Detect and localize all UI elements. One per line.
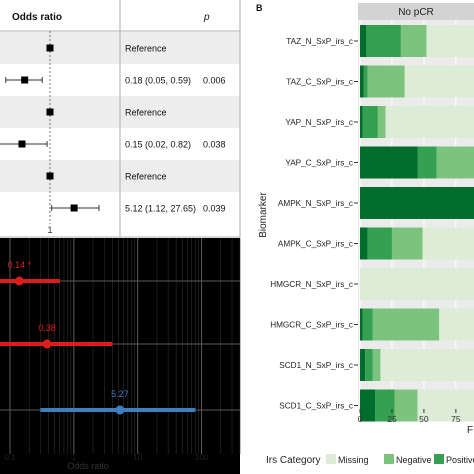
bar-rows: TAZ_N_SxP_irs_c TAZ_C_SxP_irs_c YAP_N_SxP_… xyxy=(270,20,474,422)
row-estimate-text: 5.12 (1.12, 27.65) xyxy=(125,204,196,214)
bar-segment xyxy=(367,65,405,98)
panel-b-label: B xyxy=(256,3,263,13)
bar-segment xyxy=(372,349,381,381)
estimate-marker xyxy=(21,76,29,84)
bar-segment xyxy=(360,308,363,341)
odds-points: 0.14 * 0.38 5.27 xyxy=(0,260,196,415)
row-estimate-text: 0.15 (0.02, 0.82) xyxy=(125,140,191,150)
row-p-value: 0.006 xyxy=(203,76,226,86)
legend-title: Irs Category xyxy=(266,455,320,466)
bar-xlabel: F xyxy=(467,425,473,436)
row-estimate-text: Reference xyxy=(125,172,167,182)
odds-point-label: 5.27 xyxy=(111,389,129,399)
odds-tick-label: 100 xyxy=(195,453,209,462)
odds-point-label: 0.38 xyxy=(38,323,56,333)
row-estimate-text: 0.18 (0.05, 0.59) xyxy=(125,76,191,86)
bar-segment xyxy=(404,65,474,98)
bar-xtick-label: 0 xyxy=(358,414,363,424)
bar-category-label: AMPK_C_SxP_irs_c xyxy=(278,240,353,249)
bar-segment xyxy=(360,227,368,260)
bar-segment xyxy=(391,227,423,260)
bar-category-label: SCD1_N_SxP_irs_c xyxy=(279,361,353,370)
odds-plot-background xyxy=(0,238,240,474)
bar-xtick-label: 25 xyxy=(387,414,397,424)
bar-xticks: 0 25 50 75 xyxy=(358,409,461,424)
facet-title: No pCR xyxy=(398,7,434,18)
legend-label: Negative xyxy=(396,455,432,465)
facet-strip xyxy=(358,3,474,20)
bar-segment xyxy=(380,349,474,381)
bar-segment xyxy=(394,389,418,422)
bar-ylabel: Biomarker xyxy=(258,192,269,238)
legend: Missing Negative Positive, Weak xyxy=(326,454,474,465)
bar-segment xyxy=(360,389,376,422)
bar-category-label: AMPK_N_SxP_irs_c xyxy=(278,199,353,208)
reference-marker xyxy=(46,172,54,180)
odds-point xyxy=(115,405,125,415)
legend-swatch xyxy=(384,454,394,464)
bar-segment xyxy=(366,25,401,57)
p-header: p xyxy=(203,12,210,23)
reference-tick-label: 1 xyxy=(47,225,52,235)
odds-tick-label: 0.1 xyxy=(4,453,16,462)
estimate-marker xyxy=(70,204,78,212)
bar-segment xyxy=(362,308,373,341)
bar-segment xyxy=(360,25,367,57)
reference-marker xyxy=(46,44,54,52)
row-p-value: 0.038 xyxy=(203,140,226,150)
bar-category-label: HMGCR_N_SxP_irs_c xyxy=(270,280,353,289)
odds-point-label: 0.14 * xyxy=(8,260,32,270)
odds-tick-label: 10 xyxy=(133,453,142,462)
bar-category-label: YAP_N_SxP_irs_c xyxy=(285,118,353,127)
bar-segment xyxy=(417,389,474,422)
legend-label: Positive, Weak xyxy=(446,455,474,465)
bar-segment xyxy=(400,25,427,57)
bar-category-label: TAZ_C_SxP_irs_c xyxy=(286,78,353,87)
bar-segment xyxy=(360,146,418,179)
bar-segment xyxy=(436,146,474,179)
bar-segment xyxy=(377,106,386,138)
bar-segment xyxy=(417,146,437,179)
legend-swatch xyxy=(434,454,444,464)
row-p-value: 0.039 xyxy=(203,204,226,214)
odds-xlabel: Odds ratio xyxy=(67,461,109,471)
odds-point xyxy=(14,276,24,286)
odds-ratio-header: Odds ratio xyxy=(12,12,62,23)
bar-category-label: YAP_C_SxP_irs_c xyxy=(285,159,353,168)
bar-segment xyxy=(360,349,366,381)
bar-segment xyxy=(385,106,474,138)
reference-marker xyxy=(46,108,54,116)
odds-ticks: 0.1 1 10 100 xyxy=(4,453,208,462)
bar-segment xyxy=(426,25,474,57)
bar-segment xyxy=(439,308,474,341)
bar-segment xyxy=(365,349,373,381)
bar-segment xyxy=(360,268,474,300)
estimate-marker xyxy=(18,140,26,148)
row-estimate-text: Reference xyxy=(125,44,167,54)
odds-tick-label: 1 xyxy=(72,453,77,462)
bar-category-label: TAZ_N_SxP_irs_c xyxy=(286,37,353,46)
row-estimate-text: Reference xyxy=(125,108,167,118)
bar-xtick-label: 75 xyxy=(451,414,461,424)
bar-segment xyxy=(360,65,364,98)
bar-segment xyxy=(363,65,368,98)
legend-swatch xyxy=(326,454,336,464)
forest-rows: Reference 0.18 (0.05, 0.59) 0.006 Reference… xyxy=(0,44,226,214)
bar-segment xyxy=(367,227,392,260)
odds-point xyxy=(42,339,52,349)
bar-segment xyxy=(375,389,395,422)
bar-segment xyxy=(360,187,474,219)
legend-label: Missing xyxy=(338,455,369,465)
bar-segment xyxy=(422,227,474,260)
bar-category-label: HMGCR_C_SxP_irs_c xyxy=(270,321,353,330)
bar-segment xyxy=(372,308,440,341)
bar-segment xyxy=(362,106,378,138)
bar-xtick-label: 50 xyxy=(419,414,429,424)
bar-segment xyxy=(360,106,363,138)
bar-category-label: SCD1_C_SxP_irs_c xyxy=(279,402,353,411)
